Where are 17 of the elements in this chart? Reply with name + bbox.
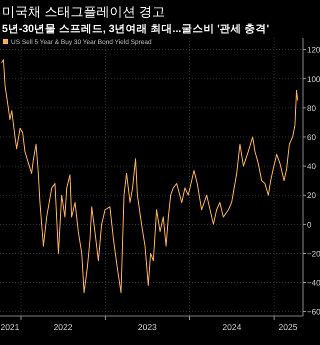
y-tick-label: 60 (307, 132, 316, 142)
y-tick-label: 120 (307, 46, 320, 55)
y-tick-label: −60 (307, 308, 320, 317)
x-tick-label: 2021 (0, 322, 20, 332)
y-tick-label: −40 (307, 278, 320, 288)
x-tick-label: 2025 (278, 322, 298, 332)
y-tick-label: 20 (307, 191, 316, 200)
y-tick-label: 100 (307, 74, 320, 84)
y-tick-label: 80 (307, 104, 316, 113)
subtitle: 5년-30년물 스프레드, 3년여래 최대...굴스비 '관세 충격' (2, 23, 270, 35)
x-tick-label: 2022 (54, 322, 73, 332)
title: 미국채 스태그플레이션 경고 (2, 4, 166, 19)
y-tick-label: −20 (307, 249, 320, 258)
y-tick-label: 0 (307, 220, 312, 230)
x-tick-label: 2023 (138, 322, 158, 332)
x-tick-label: 2024 (222, 322, 242, 332)
y-tick-label: 40 (307, 162, 316, 172)
